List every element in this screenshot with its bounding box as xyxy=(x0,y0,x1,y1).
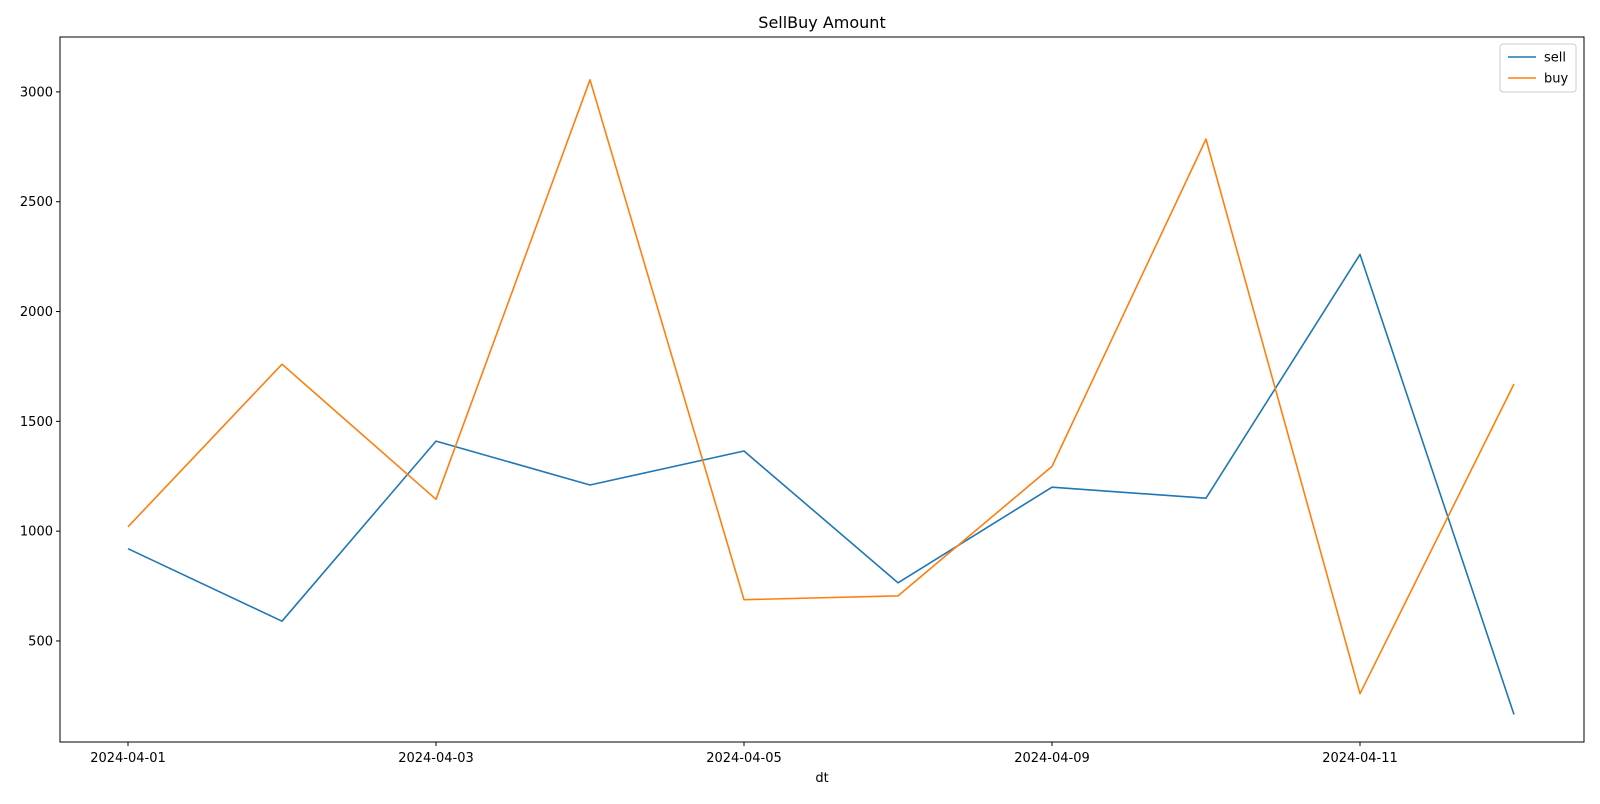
legend: sell buy xyxy=(1499,43,1577,93)
x-tick-label: 2024-04-05 xyxy=(706,751,782,766)
legend-label-sell: sell xyxy=(1544,51,1566,66)
x-tick-label: 2024-04-01 xyxy=(90,751,166,766)
legend-label-buy: buy xyxy=(1544,72,1568,87)
series-group xyxy=(127,79,1515,715)
y-tick-label: 1500 xyxy=(20,415,53,430)
series-line-sell xyxy=(127,253,1515,715)
y-tick-label: 2500 xyxy=(20,195,53,210)
plot-area-frame xyxy=(59,36,1585,743)
legend-box xyxy=(1499,43,1577,93)
x-tick-label: 2024-04-11 xyxy=(1322,751,1398,766)
chart-title: SellBuy Amount xyxy=(758,13,885,32)
y-tick-label: 1000 xyxy=(20,525,53,540)
y-tick-label: 500 xyxy=(28,634,53,649)
x-tick-label: 2024-04-09 xyxy=(1014,751,1090,766)
y-tick-label: 3000 xyxy=(20,85,53,100)
axis-ticks: 500 1000 1500 2000 2500 3000 2024-04-01 2024-04… xyxy=(20,85,1398,766)
x-axis-label: dt xyxy=(815,771,828,786)
x-tick-label: 2024-04-03 xyxy=(398,751,474,766)
y-tick-label: 2000 xyxy=(20,305,53,320)
series-line-buy xyxy=(127,79,1515,695)
